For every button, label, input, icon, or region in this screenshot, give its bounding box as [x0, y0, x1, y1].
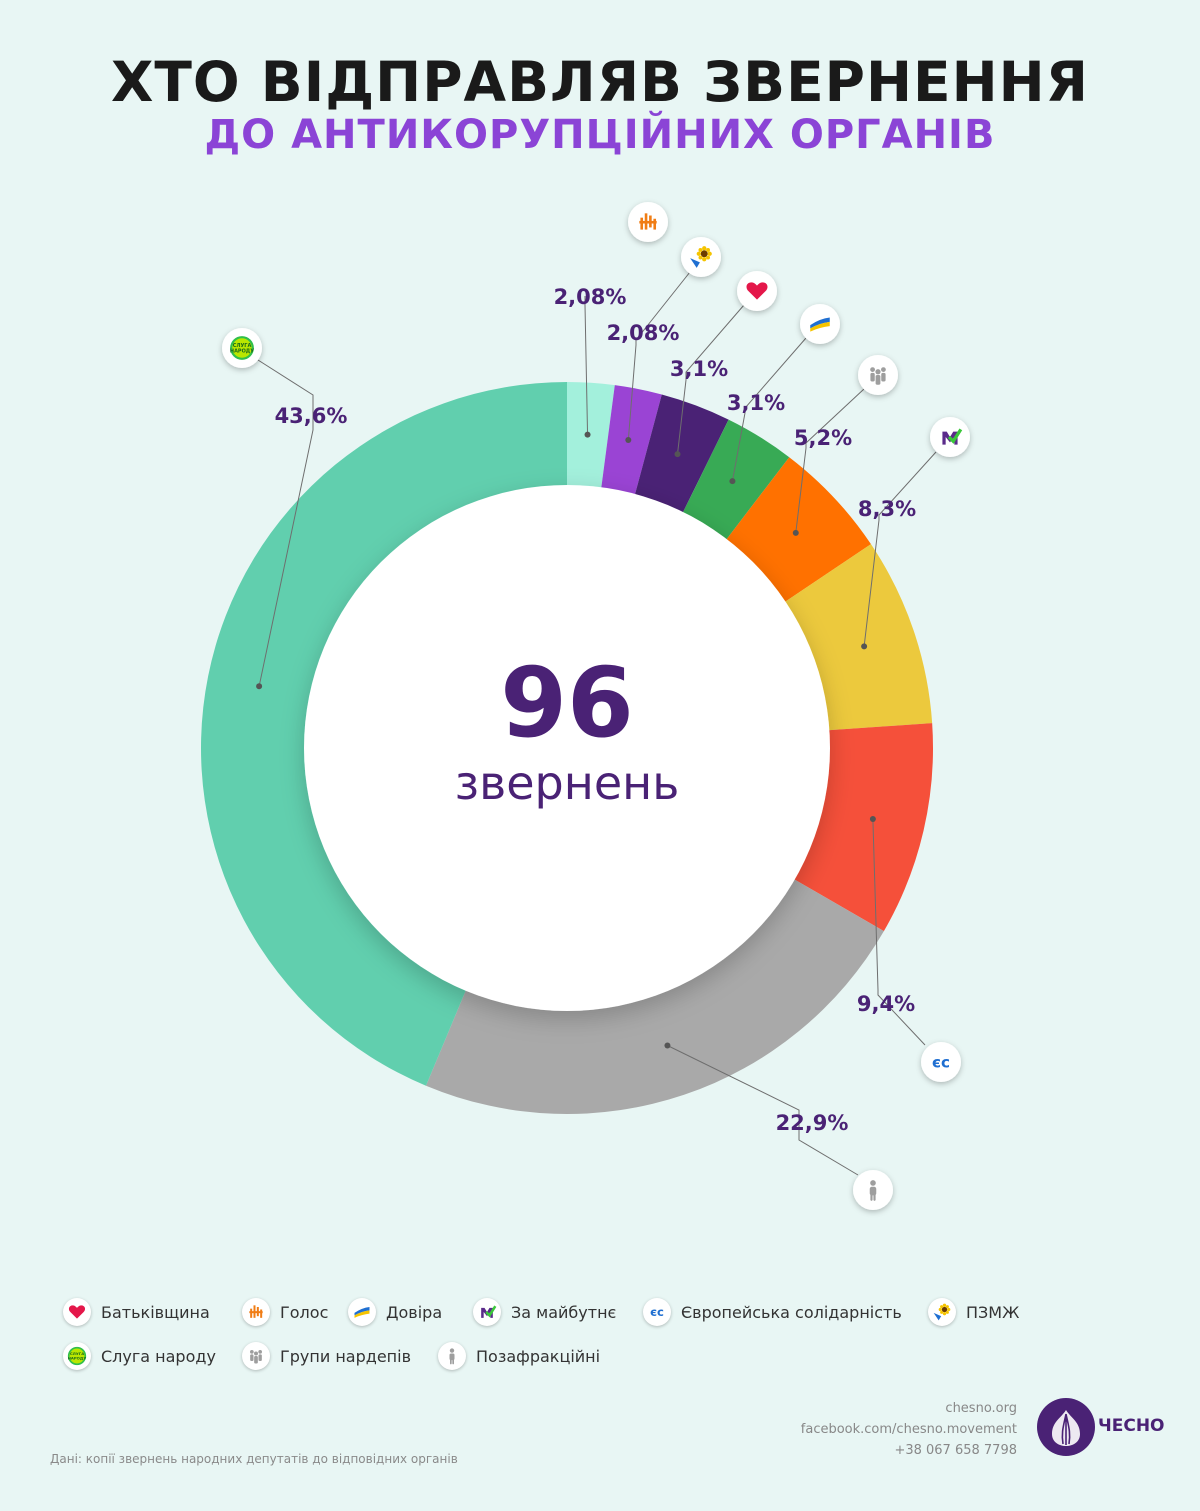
legend-label: Групи нардепів	[280, 1346, 411, 1366]
legend-item-es: єс Європейська солідарність	[643, 1297, 902, 1327]
legend-label: Позафракційні	[476, 1346, 601, 1366]
leader-dot	[869, 815, 876, 822]
phone-number: +38 067 658 7798	[894, 1443, 1017, 1458]
donut-slice	[793, 723, 934, 932]
legend-label: Голос	[280, 1302, 329, 1322]
es-icon: єс	[921, 1042, 961, 1082]
legend-label: Слуга народу	[101, 1346, 216, 1366]
dovira-icon	[348, 1298, 376, 1326]
site-link[interactable]: chesno.org	[945, 1401, 1017, 1416]
legend-item-holos: Голос	[242, 1297, 328, 1327]
svg-text:НАРОДУ: НАРОДУ	[68, 1355, 87, 1360]
slice-value-label: 2,08%	[554, 285, 627, 309]
legend-item-za-maibutnie: За майбутнє	[473, 1297, 616, 1327]
legend-label: За майбутнє	[511, 1302, 617, 1322]
leader-line	[731, 337, 807, 482]
leader-dot	[729, 478, 736, 485]
center-disc	[304, 485, 830, 1011]
brand-name: ЧЕСНО	[1098, 1416, 1165, 1436]
donut-slice	[726, 457, 871, 603]
es-icon: єс	[643, 1298, 671, 1326]
donut-chart: 2,08% 2,08% 3,1% 3,1% 5,2% 8,3% 9,4% єс 22,9% 43,…	[201, 202, 970, 1210]
leader-dot	[792, 529, 799, 536]
chart-title: ХТО ВІДПРАВЛЯВ ЗВЕРНЕННЯ	[110, 50, 1089, 114]
holos-icon	[628, 202, 668, 242]
leader-dot	[861, 643, 868, 650]
pzmzh-icon	[681, 237, 721, 277]
source-note: Дані: копії звернень народних депутатів …	[50, 1452, 458, 1466]
donut-slice	[425, 879, 884, 1114]
donut-slice	[567, 382, 615, 489]
legend-item-pzmzh: ПЗМЖ	[928, 1297, 1019, 1327]
leader-line	[584, 296, 589, 435]
legend-item-dovira: Довіра	[348, 1297, 442, 1327]
slice-value-label: 22,9%	[776, 1111, 849, 1135]
pzmzh-icon	[928, 1298, 956, 1326]
chart-subtitle: ДО АНТИКОРУПЦІЙНИХ ОРГАНІВ	[204, 112, 996, 158]
svg-text:єс: єс	[932, 1053, 950, 1071]
leader-line	[872, 818, 926, 1046]
leader-line	[257, 359, 314, 687]
legend-label: Батьківщина	[101, 1302, 210, 1322]
leader-dot	[584, 431, 591, 438]
chesno-logo-icon	[1037, 1398, 1095, 1456]
heart-icon	[63, 1298, 91, 1326]
dovira-icon	[800, 304, 840, 344]
leader-line	[627, 271, 691, 441]
heart-icon	[737, 271, 777, 311]
svg-text:СЛУГА: СЛУГА	[233, 343, 252, 349]
donut-slice	[634, 394, 729, 513]
svg-text:СЛУГА: СЛУГА	[70, 1351, 84, 1356]
legend-label: Довіра	[386, 1302, 443, 1322]
slice-value-label: 8,3%	[858, 497, 916, 521]
legend-item-groups: Групи нардепів	[242, 1341, 411, 1371]
leader-dot	[625, 437, 632, 444]
person-icon	[853, 1170, 893, 1210]
leader-line	[667, 1045, 859, 1176]
slice-value-label: 43,6%	[275, 404, 348, 428]
total-value: 96	[500, 647, 634, 759]
contacts: chesno.org facebook.com/chesno.movement …	[700, 1398, 1017, 1461]
leader-dot	[664, 1042, 671, 1049]
total-label: звернень	[454, 756, 680, 810]
holos-icon	[242, 1298, 270, 1326]
slice-value-label: 3,1%	[670, 357, 728, 381]
groups-icon	[858, 355, 898, 395]
za-maibutnie-icon	[930, 417, 970, 457]
groups-icon	[242, 1342, 270, 1370]
leader-line	[795, 388, 865, 533]
leader-dot	[256, 683, 263, 690]
slice-value-label: 5,2%	[794, 426, 852, 450]
icon-badge	[921, 1042, 961, 1082]
donut-slice	[682, 419, 790, 540]
legend-item-independent: Позафракційні	[438, 1341, 600, 1371]
legend-label: ПЗМЖ	[966, 1302, 1020, 1322]
slice-value-label: 3,1%	[727, 391, 785, 415]
svg-text:єс: єс	[650, 1305, 664, 1319]
legend-item-sluha-narodu: СЛУГА НАРОДУ Слуга народу	[63, 1341, 216, 1371]
donut-slice	[601, 385, 662, 495]
svg-text:НАРОДУ: НАРОДУ	[230, 348, 254, 354]
leader-line	[863, 451, 937, 647]
legend-item-batkivshchyna: Батьківщина	[63, 1297, 210, 1327]
za-maibutnie-icon	[473, 1298, 501, 1326]
person-icon	[438, 1342, 466, 1370]
legend-label: Європейська солідарність	[681, 1302, 902, 1322]
slice-value-label: 9,4%	[857, 992, 915, 1016]
leader-line	[677, 304, 745, 455]
facebook-link[interactable]: facebook.com/chesno.movement	[800, 1422, 1017, 1437]
donut-slice	[201, 382, 567, 1086]
leader-dot	[674, 451, 681, 458]
slice-value-label: 2,08%	[607, 321, 680, 345]
